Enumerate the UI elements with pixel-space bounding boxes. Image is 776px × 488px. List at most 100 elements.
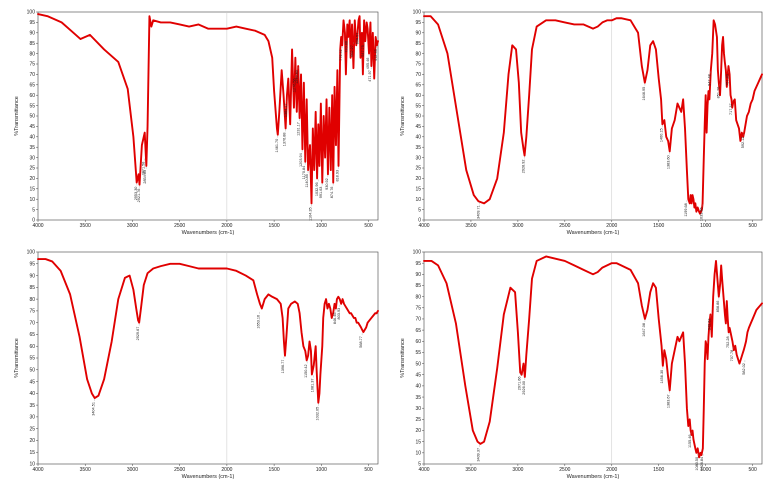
y-tick-label: 95 [415, 20, 421, 26]
y-tick-label: 60 [415, 339, 421, 345]
x-tick-label: 3500 [465, 223, 476, 229]
peak-label: 949.62 [707, 318, 711, 330]
x-tick-label: 2000 [221, 467, 232, 473]
y-tick-label: 70 [29, 72, 35, 78]
peak-label: 1081.37 [311, 378, 315, 392]
peak-label: 1032.96 [315, 182, 319, 196]
peak-label: 720.86 [345, 41, 349, 53]
y-tick-label: 90 [415, 272, 421, 278]
x-tick-label: 3500 [465, 467, 476, 473]
ir-spectrum-chart-4: 5 10 15 20 25 30 35 40 45 50 55 60 65 70 75 80 85 90 95 100… [400, 250, 763, 480]
peak-label: 1155.46 [688, 435, 692, 448]
y-tick-label: 0 [418, 218, 421, 224]
peak-label: 1140.85 [305, 174, 309, 187]
ir-spectrum-chart-1: 0 5 10 15 20 25 30 35 40 45 50 55 60 65 70 75 80 85 90 95 10… [14, 10, 379, 236]
x-tick-label: 4000 [32, 223, 43, 229]
y-tick-label: 55 [415, 350, 421, 356]
peak-label: 1150.42 [304, 364, 308, 377]
peak-label: 1646.95 [642, 87, 646, 101]
x-axis-label: Wavenumbers (cm-1) [182, 474, 235, 480]
peak-label: 1376.88 [283, 132, 287, 146]
peak-label: 1231.17 [297, 122, 301, 136]
peak-label: 547.75 [361, 45, 365, 57]
y-tick-label: 85 [415, 283, 421, 289]
plot-frame [423, 11, 763, 221]
peak-label: 2871.58 [142, 162, 146, 176]
y-tick-label: 30 [415, 155, 421, 161]
y-tick-label: 5 [32, 207, 35, 213]
peak-label: 1383.60 [667, 155, 671, 169]
y-tick-label: 75 [415, 305, 421, 311]
y-tick-label: 65 [415, 328, 421, 334]
y-tick-label: 25 [29, 166, 35, 172]
y-tick-label: 75 [415, 62, 421, 68]
peak-label: 1032.05 [315, 407, 319, 421]
y-tick-label: 5 [418, 207, 421, 213]
peak-label: 874.76 [330, 187, 334, 199]
ir-spectrum-panel-2: 0 5 10 15 20 25 30 35 40 45 50 55 60 65 70 75 80 85 90 95 10… [396, 6, 768, 238]
y-tick-label: 35 [29, 145, 35, 151]
peak-label: 2928.92 [522, 160, 526, 174]
spectrum-line [423, 15, 763, 215]
peak-label: 3404.51 [91, 402, 95, 416]
x-tick-label: 500 [748, 467, 757, 473]
y-tick-label: 40 [415, 135, 421, 141]
peak-label: 606.57 [355, 33, 359, 45]
peak-label: 1203.94 [299, 153, 303, 167]
y-tick-label: 60 [29, 344, 35, 350]
x-tick-label: 1000 [316, 223, 327, 229]
peak-label: 717.37 [729, 103, 733, 115]
y-tick-label: 55 [29, 103, 35, 109]
y-axis-label: %Transmittance [14, 96, 20, 136]
y-tick-label: 100 [413, 250, 422, 256]
x-tick-label: 2000 [606, 223, 617, 229]
y-tick-label: 75 [29, 309, 35, 315]
x-tick-label: 3000 [512, 467, 523, 473]
y-tick-label: 85 [29, 285, 35, 291]
peak-label: 2971.66 [518, 377, 522, 391]
y-tick-label: 20 [415, 176, 421, 182]
y-tick-label: 35 [415, 395, 421, 401]
x-axis-label: Wavenumbers (cm-1) [567, 230, 620, 236]
y-axis-label: %Transmittance [14, 338, 20, 378]
y-tick-label: 15 [415, 187, 421, 193]
y-tick-label: 60 [29, 93, 35, 99]
spectrum-line [37, 13, 379, 205]
peak-label: 1104.35 [309, 207, 313, 220]
plot-frame [423, 251, 763, 465]
y-tick-label: 95 [29, 261, 35, 267]
y-tick-label: 95 [415, 261, 421, 267]
peak-label: 752.28 [726, 336, 730, 348]
peak-label: 779.41 [339, 49, 343, 61]
peak-label: 851.70 [717, 87, 721, 99]
x-tick-label: 1500 [653, 223, 664, 229]
y-tick-label: 15 [29, 187, 35, 193]
y-tick-label: 25 [415, 166, 421, 172]
peak-label: 707.78 [730, 350, 734, 362]
x-tick-label: 500 [364, 467, 373, 473]
y-tick-label: 5 [418, 462, 421, 468]
y-tick-label: 10 [29, 197, 35, 203]
y-tick-label: 40 [29, 135, 35, 141]
y-tick-label: 100 [27, 250, 36, 256]
spectrum-line [423, 255, 763, 459]
ir-spectrum-panel-4: 5 10 15 20 25 30 35 40 45 50 55 60 65 70 75 80 85 90 95 100… [396, 246, 768, 482]
y-tick-label: 95 [29, 20, 35, 26]
x-tick-label: 2500 [174, 467, 185, 473]
y-tick-label: 35 [415, 145, 421, 151]
peak-label: 1028.84 [700, 457, 704, 471]
y-tick-label: 55 [29, 356, 35, 362]
ir-spectrum-chart-3: 10 15 20 25 30 35 40 45 50 55 60 65 70 75 80 85 90 95 100 4… [14, 250, 379, 480]
y-tick-label: 65 [29, 83, 35, 89]
x-tick-label: 2500 [559, 467, 570, 473]
peak-label: 1460.15 [659, 128, 663, 142]
plot-frame [37, 251, 379, 465]
peak-label: 1170.84 [302, 166, 306, 179]
peak-label: 846.46 [333, 313, 337, 325]
x-axis-label: Wavenumbers (cm-1) [567, 474, 620, 480]
y-tick-label: 90 [29, 31, 35, 37]
y-tick-label: 25 [415, 417, 421, 423]
x-tick-label: 2500 [174, 223, 185, 229]
y-tick-label: 85 [415, 41, 421, 47]
y-axis-label: %Transmittance [400, 338, 406, 378]
